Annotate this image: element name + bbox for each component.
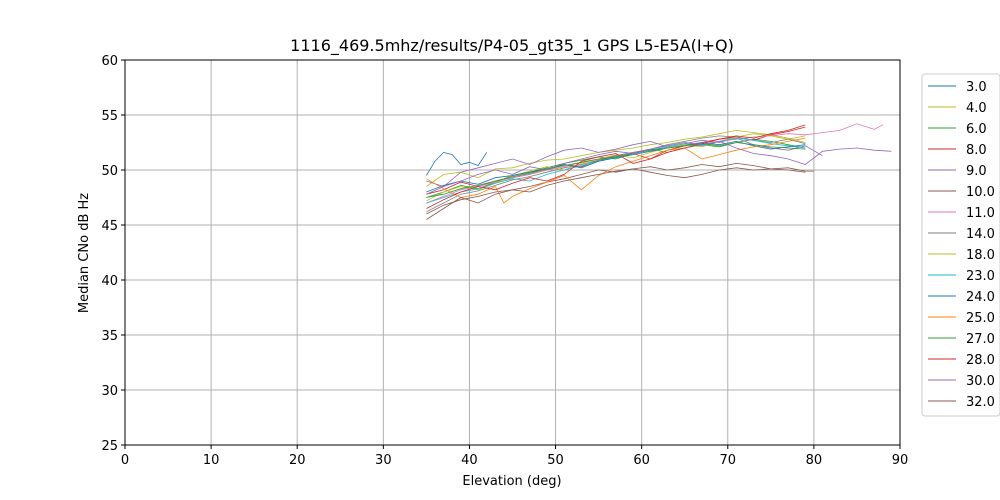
- legend-label: 32.0: [966, 395, 995, 410]
- y-tick-label: 25: [101, 439, 118, 454]
- legend: 3.0 4.0 6.0 8.0 9.0 10.0 11.0 14.0 18.0 23.0 24.0 2…: [921, 73, 1000, 417]
- x-tick-label: 40: [461, 453, 478, 468]
- legend-label: 8.0: [966, 143, 987, 158]
- y-tick-label: 40: [101, 274, 118, 289]
- legend-box: [921, 73, 1000, 417]
- series-line-14.0: [426, 135, 806, 213]
- chart-title: 1116_469.5mhz/results/P4-05_gt35_1 GPS L…: [290, 36, 734, 56]
- y-tick-label: 55: [101, 109, 118, 124]
- series-line-10.0: [426, 162, 806, 215]
- series-line-28.0: [426, 124, 806, 209]
- x-tick-label: 80: [806, 453, 823, 468]
- legend-label: 4.0: [966, 101, 987, 116]
- x-axis-ticks: 0 10 20 30 40 50 60 70 80 90: [121, 445, 908, 468]
- y-tick-label: 50: [101, 164, 118, 179]
- legend-label: 30.0: [966, 374, 995, 389]
- y-tick-label: 30: [101, 384, 118, 399]
- series-layer: [426, 123, 892, 220]
- x-tick-label: 20: [289, 453, 306, 468]
- legend-label: 18.0: [966, 248, 995, 263]
- x-axis-label: Elevation (deg): [462, 474, 561, 489]
- legend-label: 9.0: [966, 164, 987, 179]
- legend-label: 28.0: [966, 353, 995, 368]
- x-tick-label: 50: [547, 453, 564, 468]
- legend-label: 24.0: [966, 290, 995, 305]
- y-tick-label: 35: [101, 329, 118, 344]
- y-tick-label: 60: [101, 54, 118, 69]
- legend-label: 3.0: [966, 80, 987, 95]
- series-line-30.0: [426, 140, 892, 195]
- series-line-6.0: [426, 138, 806, 198]
- grid-lines: [124, 59, 901, 446]
- series-line-32.0: [426, 167, 814, 220]
- plot-area-frame: [124, 59, 901, 446]
- x-tick-label: 90: [892, 453, 909, 468]
- series-line-27.0: [426, 142, 806, 198]
- legend-label: 14.0: [966, 227, 995, 242]
- legend-label: 25.0: [966, 311, 995, 326]
- series-line-25.0: [426, 137, 806, 204]
- legend-label: 27.0: [966, 332, 995, 347]
- x-tick-label: 10: [203, 453, 220, 468]
- series-line-3.0: [426, 151, 488, 176]
- y-axis-ticks: 25 30 35 40 45 50 55 60: [101, 54, 125, 454]
- x-tick-label: 70: [720, 453, 737, 468]
- x-tick-label: 0: [121, 453, 129, 468]
- legend-label: 11.0: [966, 206, 995, 221]
- y-tick-label: 45: [101, 219, 118, 234]
- y-axis-label: Median CNo dB Hz: [77, 193, 92, 313]
- x-tick-label: 60: [633, 453, 650, 468]
- legend-label: 10.0: [966, 185, 995, 200]
- legend-label: 6.0: [966, 122, 987, 137]
- x-tick-label: 30: [375, 453, 392, 468]
- legend-label: 23.0: [966, 269, 995, 284]
